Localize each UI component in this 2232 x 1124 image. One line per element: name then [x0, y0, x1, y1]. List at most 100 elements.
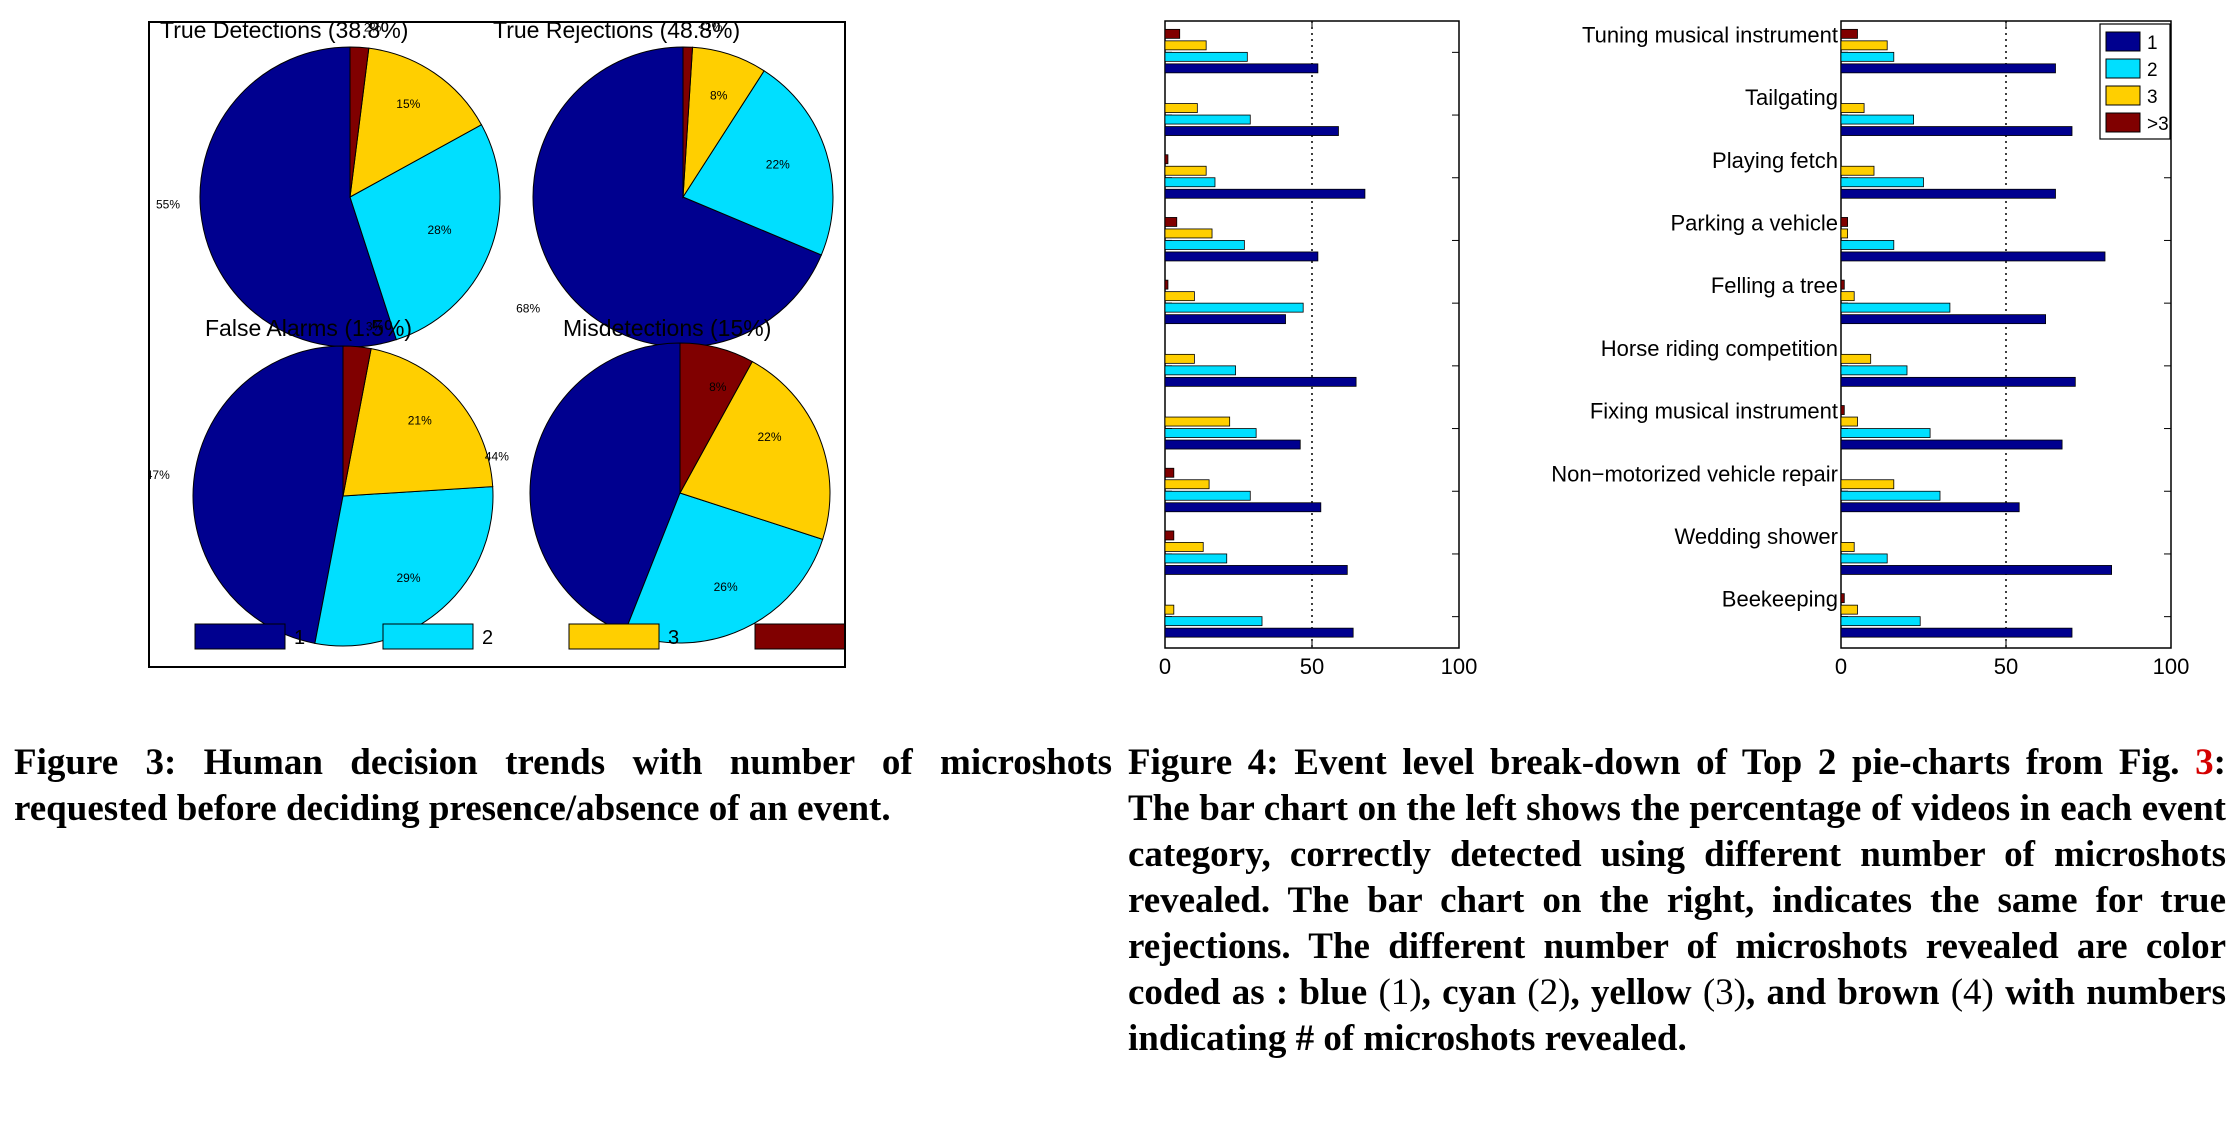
bar	[1164, 428, 1257, 438]
caption4-n3: (3)	[1702, 972, 1746, 1013]
x-tick-label: 100	[2153, 654, 2190, 679]
bar	[1164, 314, 1286, 325]
bar	[1164, 604, 1175, 615]
figure-4-bar-charts: 0 50 100 Tuning musical instrument Tailgatin…	[1159, 20, 2190, 679]
x-tick-label: 0	[1159, 654, 1171, 679]
category-label: Parking a vehicle	[1670, 210, 1838, 235]
category-label: Beekeeping	[1722, 587, 1838, 612]
bar	[1164, 565, 1348, 575]
category-label: Fixing musical instrument	[1590, 399, 1838, 424]
bar	[1840, 405, 1845, 415]
bar	[1840, 428, 1931, 438]
bar	[1164, 365, 1236, 376]
pie-slice-label: 28%	[427, 223, 451, 237]
pie-slice-1	[199, 46, 397, 348]
pie-slice-2	[349, 124, 501, 341]
caption4-rest3: , yellow	[1570, 972, 1703, 1013]
caption4-n4: (4)	[1950, 972, 1994, 1013]
bar	[1164, 63, 1319, 74]
pie-slice-label: <1%	[698, 23, 723, 34]
bar-chart-true-detections: 0 50 100	[1159, 20, 1478, 679]
pie-slice-1	[192, 345, 344, 644]
category-label: Wedding shower	[1675, 524, 1838, 549]
pie-slice-label: 15%	[396, 97, 420, 111]
bar	[1840, 251, 2106, 262]
bar	[1164, 490, 1251, 501]
figure-3-caption: Figure 3: Human decision trends with num…	[14, 740, 1112, 832]
caption4-prefix: Figure 4: Event level break-down of Top …	[1128, 742, 2196, 783]
bar	[1840, 63, 2056, 74]
pie-slice-label: 22%	[757, 430, 781, 444]
bar	[1840, 479, 1895, 490]
legend-swatch-1	[194, 623, 286, 650]
bar	[1164, 126, 1339, 136]
pie-slice-1	[532, 46, 823, 348]
bar	[1840, 279, 1845, 290]
pie-chart-1: True Detections (38.8%)55%28%15%2%	[156, 17, 501, 348]
bar	[1840, 126, 2073, 136]
bar	[1164, 553, 1228, 564]
pie-slice-label: 8%	[709, 380, 727, 394]
caption4-n2: (2)	[1527, 972, 1571, 1013]
bar	[1840, 565, 2113, 575]
figure-3-reference-link[interactable]: 3	[2195, 742, 2214, 783]
bar	[1164, 542, 1204, 552]
bar	[1164, 251, 1319, 262]
bar	[1164, 51, 1248, 62]
pie-slice-label: 2%	[364, 23, 382, 34]
bar	[1840, 302, 1951, 313]
bar	[1164, 28, 1181, 39]
legend-swatch-2	[382, 623, 474, 650]
category-label: Tailgating	[1745, 85, 1838, 110]
x-tick-label: 50	[1994, 654, 2018, 679]
bar	[1840, 604, 1858, 615]
bar	[1164, 467, 1175, 478]
legend-swatch->3	[2105, 112, 2141, 133]
bar	[1164, 165, 1207, 176]
pie-slice->3	[342, 345, 372, 497]
caption4-rest1: : The bar chart on the left shows the pe…	[1128, 742, 2226, 1013]
bar-chart-true-rejections: Tuning musical instrument Tailgating Playi…	[1551, 20, 2190, 679]
bar	[1840, 217, 1848, 227]
bar	[1164, 627, 1354, 638]
bar	[1840, 490, 1941, 501]
pie-slice-3	[342, 348, 494, 497]
bar	[1840, 593, 1845, 604]
pie-slice-label: 21%	[408, 413, 432, 427]
pie-title: False Alarms (1.5%)	[205, 315, 412, 341]
pie-slice-label: 68%	[516, 302, 540, 316]
bar	[1840, 103, 1865, 113]
pie-title-text: Misdetections	[563, 315, 710, 341]
bar	[1164, 291, 1195, 302]
legend-swatch-3	[2105, 85, 2141, 106]
bar	[1164, 616, 1263, 627]
bar	[1840, 627, 2073, 638]
bar	[1840, 165, 1875, 176]
bar	[1164, 40, 1207, 51]
bar	[1164, 439, 1301, 450]
bar	[1164, 188, 1366, 199]
figure-4-caption: Figure 4: Event level break-down of Top …	[1128, 740, 2226, 1062]
bar	[1840, 553, 1888, 564]
legend-label-3: 3	[2147, 87, 2158, 108]
pie-slice-label: 44%	[485, 450, 509, 464]
category-label: Non−motorized vehicle repair	[1551, 461, 1838, 486]
pie-slice->3	[349, 46, 370, 198]
pie-slice-label: 3%	[366, 320, 384, 334]
category-label: Tuning musical instrument	[1582, 22, 1838, 47]
x-tick-label: 0	[1835, 654, 1847, 679]
pie-title-text: False Alarms	[205, 315, 344, 341]
legend-swatch-1	[2105, 31, 2141, 52]
legend-label->3: >3	[2147, 114, 2169, 135]
bar	[1164, 240, 1245, 250]
pie-slice->3	[679, 342, 753, 494]
pie-slice->3	[682, 46, 694, 198]
legend-label-1: 1	[2147, 33, 2158, 54]
x-tick-label: 100	[1441, 654, 1478, 679]
pie-charts: True Detections (38.8%)55%28%15%2% True R…	[146, 17, 877, 650]
bar	[1164, 228, 1213, 239]
bar-legend: 1 2 3 >3	[2099, 23, 2171, 140]
pie-slice-1	[529, 342, 681, 634]
legend-label-1: 1	[294, 627, 305, 649]
caption4-rest4: , and brown	[1746, 972, 1951, 1013]
